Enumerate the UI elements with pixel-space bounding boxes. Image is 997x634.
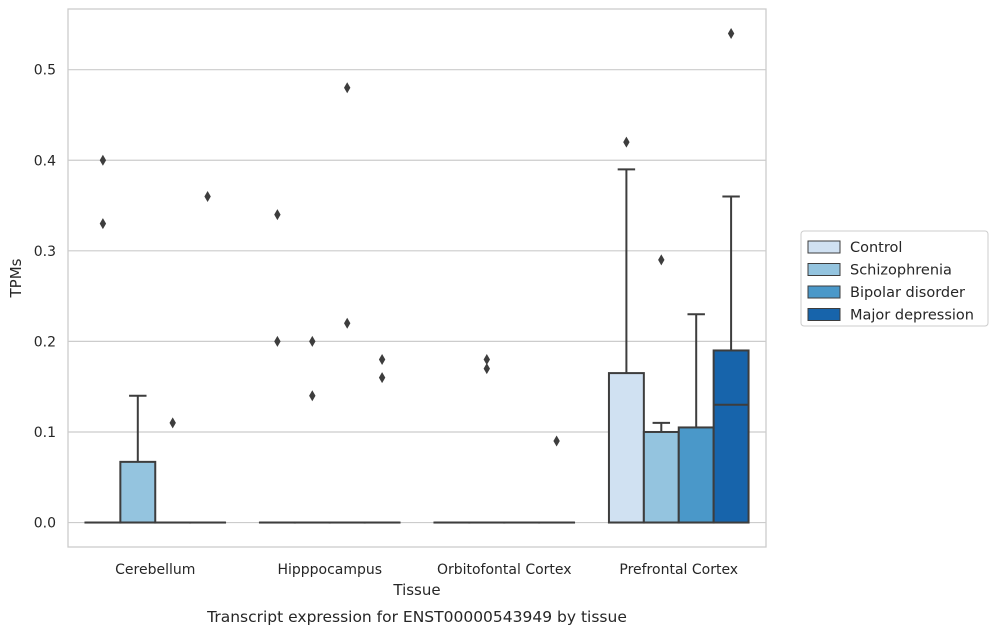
legend-frame [800,230,989,327]
box-mark [293,335,331,524]
box-mark [363,354,401,524]
legend-label: Schizophrenia [850,263,952,279]
legend: Control Schizophrenia Bipolar disorder Majo… [800,230,989,327]
box-series-group [84,27,750,524]
outlier-point [344,82,351,94]
box-mark [328,82,366,524]
box-body [607,372,645,524]
series-schizophrenia [119,254,680,524]
y-tick-label: 0.1 [34,425,56,441]
series-control [84,136,645,524]
box-body [119,460,157,524]
plot-area-frame [67,8,767,548]
box-mark [607,136,645,524]
box-mark [468,354,506,524]
outlier-point [99,218,107,230]
x-tick-label: Hipppocampus [277,562,382,578]
legend-item: Control [807,240,902,256]
outlier-point [378,372,386,384]
outlier-point [344,317,351,329]
chart-caption: Transcript expression for ENST0000054394… [206,608,627,626]
outlier-point [658,254,665,266]
series-bipolar-disorder [154,82,715,524]
outlier-point [483,363,490,375]
outlier-point [309,335,316,347]
legend-item: Schizophrenia [807,263,952,279]
legend-swatch [807,308,841,321]
y-tick-label: 0.5 [34,63,56,79]
y-tick-label: 0.3 [34,244,56,260]
outlier-point [378,354,386,366]
legend-swatch [807,285,841,299]
box-body [677,426,715,524]
box-mark [154,417,192,524]
legend-item: Bipolar disorder [807,285,965,301]
box-mark [712,27,750,524]
outlier-point [309,390,316,402]
y-axis-label: TPMs [7,258,25,298]
box-mark [258,209,296,524]
outlier-point [274,209,281,221]
y-tick-label: 0.0 [34,516,56,532]
series-major-depression [189,27,750,524]
box-mark [642,254,680,524]
box-body [712,349,750,524]
legend-label: Bipolar disorder [850,285,965,301]
legend-swatch [807,263,841,276]
y-tick-label: 0.4 [34,153,56,169]
outlier-point [169,417,176,429]
legend-label: Control [850,240,902,256]
y-tick-label: 0.2 [34,334,56,350]
y-axis-ticks: 0.0 0.1 0.2 0.3 0.4 0.5 [34,63,56,532]
outlier-point [204,190,211,202]
box-mark [189,190,227,524]
outlier-point [553,435,560,447]
box-mark [119,394,157,524]
x-tick-label: Orbitofontal Cortex [437,562,572,578]
box-mark [677,313,715,524]
x-tick-label: Cerebellum [115,562,195,578]
outlier-point [274,335,281,347]
outlier-point [483,354,490,366]
box-body [642,430,680,524]
x-axis-ticks: Cerebellum Hipppocampus Orbitofontal Corte… [115,562,738,578]
outlier-point [623,136,630,148]
x-axis-label: Tissue [392,581,440,599]
legend-item: Major depression [807,308,974,324]
box-mark [538,435,576,524]
outlier-point [727,27,735,39]
legend-label: Major depression [850,308,974,324]
x-tick-label: Prefrontal Cortex [619,562,738,578]
legend-swatch [807,240,841,254]
outlier-point [99,154,107,166]
box-mark [84,154,122,524]
